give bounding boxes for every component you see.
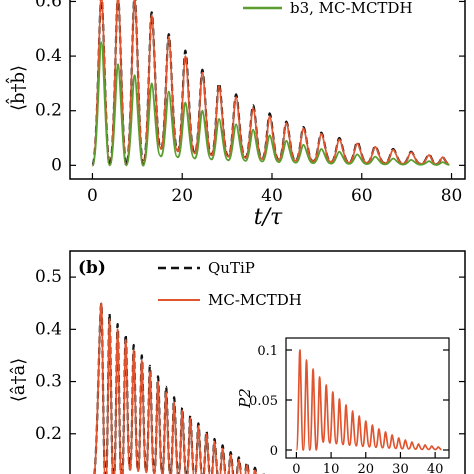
series-line-orange-solid [91,0,450,167]
x-tick-label: 0 [87,186,98,206]
inset-y-axis-label: P2 [236,388,254,409]
top-panel: 0 0.2 0.4 0.6 0 20 40 60 80 b3, MC-MCTDH ⟨b̂†b̂⟩… [4,0,466,230]
y-tick-label: 0.3 [35,372,62,392]
bottom-panel: 0.1 0.2 0.3 0.4 0.5 (b) QuTiP MC-MCTDH ⟨â†â⟩… [8,250,466,474]
top-ticks: 0 0.2 0.4 0.6 0 20 40 60 80 [35,0,465,206]
legend-label-qutip: QuTiP [208,259,255,277]
x-tick-label: 0 [292,462,300,474]
x-tick-label: 20 [171,186,193,206]
y-tick-label: 0.6 [35,0,62,11]
inset-frame [285,337,450,459]
top-y-axis-label: ⟨b̂†b̂⟩ [4,65,29,111]
y-tick-label: 0 [51,155,62,175]
series-line-orange-solid [295,349,442,451]
x-tick-label: 30 [392,462,409,474]
series-line-orange-solid [93,302,264,474]
top-legend: b3, MC-MCTDH [243,0,413,17]
y-tick-label: 0.4 [35,319,62,339]
x-tick-label: 10 [323,462,340,474]
inset-curves [295,349,442,451]
y-tick-label: 0 [270,444,278,459]
bottom-plot-frame [69,250,466,474]
y-tick-label: 0.1 [257,344,278,359]
top-plot-frame [69,0,466,180]
y-tick-label: 0.4 [35,46,62,66]
bottom-curves [93,302,265,474]
x-tick-label: 60 [351,186,373,206]
top-legend-label: b3, MC-MCTDH [290,0,413,17]
y-tick-label: 0.5 [35,267,62,287]
y-tick-label: 0.2 [35,101,62,121]
inset: 0 0.05 0.1 0 10 20 30 40 P2 [236,337,450,474]
panel-label-b: (b) [78,258,106,278]
series-line-green-solid [91,41,450,167]
inset-ticks: 0 0.05 0.1 0 10 20 30 40 [249,344,449,474]
x-tick-label: 80 [441,186,463,206]
bottom-ticks: 0.1 0.2 0.3 0.4 0.5 [35,267,465,444]
top-x-axis-label: t/τ [254,205,283,230]
legend-label-mcmctdh: MC-MCTDH [208,291,302,309]
top-curves [91,0,450,167]
x-tick-label: 40 [261,186,283,206]
y-tick-label: 0.05 [249,394,278,409]
x-tick-label: 40 [427,462,444,474]
x-tick-label: 20 [357,462,374,474]
bottom-y-axis-label: ⟨â†â⟩ [8,358,29,403]
y-tick-label: 0.2 [35,424,62,444]
bottom-legend: QuTiP MC-MCTDH [158,259,302,309]
